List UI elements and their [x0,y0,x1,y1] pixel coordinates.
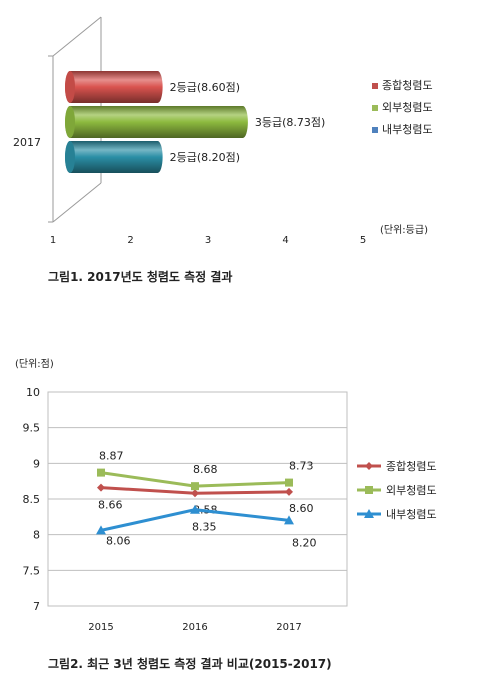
chart1-x-ticks: 1 2 3 4 5 [50,235,366,246]
chart1-data-label: 2등급(8.20점) [170,151,240,164]
chart2-point [191,489,199,498]
chart1-bars: 2등급(8.60점) 3등급(8.73점) 2등급(8.20점) [65,71,325,173]
chart2-data-label: 8.60 [289,502,314,515]
chart1-cylinder-cap [65,141,75,173]
chart1-cylinder-body [65,71,163,103]
chart2-y-tick-label: 7.5 [23,564,41,577]
chart1-bar-외부청렴도 [65,106,248,138]
chart2-y-ticks: 10 9.5 9 8.5 8 7.5 7 [23,386,41,613]
chart1-top-edge [52,16,102,57]
chart1-legend-swatch [372,105,378,111]
chart1-cylinder-body [65,141,163,173]
chart1: 2등급(8.60점) 3등급(8.73점) 2등급(8.20점) 1 2 3 4 5 201… [13,16,433,284]
chart2-point [285,487,293,496]
chart1-x-tick-label: 4 [282,235,288,246]
chart1-legend-label: 외부청렴도 [382,101,433,114]
chart2-series-종합청렴도: 8.66 8.58 8.60 [97,483,314,516]
chart2-x-tick-label: 2016 [182,622,207,633]
chart2: (단위:점) 109.598.587.57 2015 2016 2017 8.66 8… [15,357,437,671]
chart2-series-외부청렴도: 8.87 8.68 8.73 [97,450,314,491]
chart2-data-label: 8.35 [192,521,217,534]
chart1-caption: 그림1. 2017년도 청렴도 측정 결과 [48,269,232,284]
chart2-y-tick-label: 10 [26,386,40,399]
chart2-y-tick-label: 8 [33,529,40,542]
chart2-legend-marker [365,486,373,494]
chart1-bar-종합청렴도 [65,71,163,103]
chart1-floor-edge [52,182,102,223]
chart2-point [97,483,105,492]
chart2-y-tick-label: 9.5 [23,422,41,435]
chart1-x-tick-label: 1 [50,235,56,246]
chart2-y-tick-label: 8.5 [23,493,41,506]
chart1-data-label: 2등급(8.60점) [170,81,240,94]
chart1-cylinder-cap [65,71,75,103]
chart2-legend-marker [365,462,373,470]
chart2-point [97,468,105,477]
chart2-x-tick-label: 2015 [88,622,113,633]
chart1-x-tick-label: 3 [205,235,211,246]
chart2-data-label: 8.66 [98,499,123,512]
chart1-unit: (단위:등급) [380,223,428,236]
chart2-point [190,504,200,514]
chart1-data-label: 3등급(8.73점) [255,116,325,129]
chart2-point [191,482,199,491]
chart2-point [96,525,106,535]
chart2-y-tick-label: 7 [33,600,40,613]
chart2-data-label: 8.06 [106,534,131,547]
chart2-data-label: 8.68 [193,463,218,476]
chart2-data-label: 8.87 [99,450,124,463]
chart1-legend-label: 종합청렴도 [382,79,433,92]
chart1-legend-swatch [372,127,378,133]
chart1-legend-label: 내부청렴도 [382,123,433,136]
chart2-data-label: 8.20 [292,536,317,549]
chart1-cylinder-cap [65,106,75,138]
chart2-unit: (단위:점) [15,357,54,370]
chart1-category-label: 2017 [13,136,41,149]
chart2-point [284,515,294,525]
chart2-series-내부청렴도: 8.06 8.35 8.20 [96,504,317,549]
chart2-point [285,478,293,487]
chart2-legend-label: 종합청렴도 [386,460,437,473]
chart2-caption: 그림2. 최근 3년 청렴도 측정 결과 비교(2015-2017) [48,656,332,671]
chart2-grid [48,427,347,571]
chart2-data-label: 8.73 [289,460,314,473]
chart2-legend-label: 외부청렴도 [386,484,437,497]
chart1-cylinder-body [65,106,248,138]
chart1-legend-swatch [372,83,378,89]
chart2-x-tick-label: 2017 [276,622,301,633]
chart2-series: 8.66 8.58 8.60 8.87 8.68 8.73 8.06 8.35 8.20 [96,450,317,549]
chart1-x-tick-label: 5 [360,235,366,246]
chart2-y-tick-label: 9 [33,457,40,470]
chart1-bar-내부청렴도 [65,141,163,173]
chart2-legend-marker [364,509,374,518]
chart2-legend-label: 내부청렴도 [386,508,437,521]
chart1-x-tick-label: 2 [127,235,133,246]
chart2-x-ticks: 2015 2016 2017 [88,622,301,633]
